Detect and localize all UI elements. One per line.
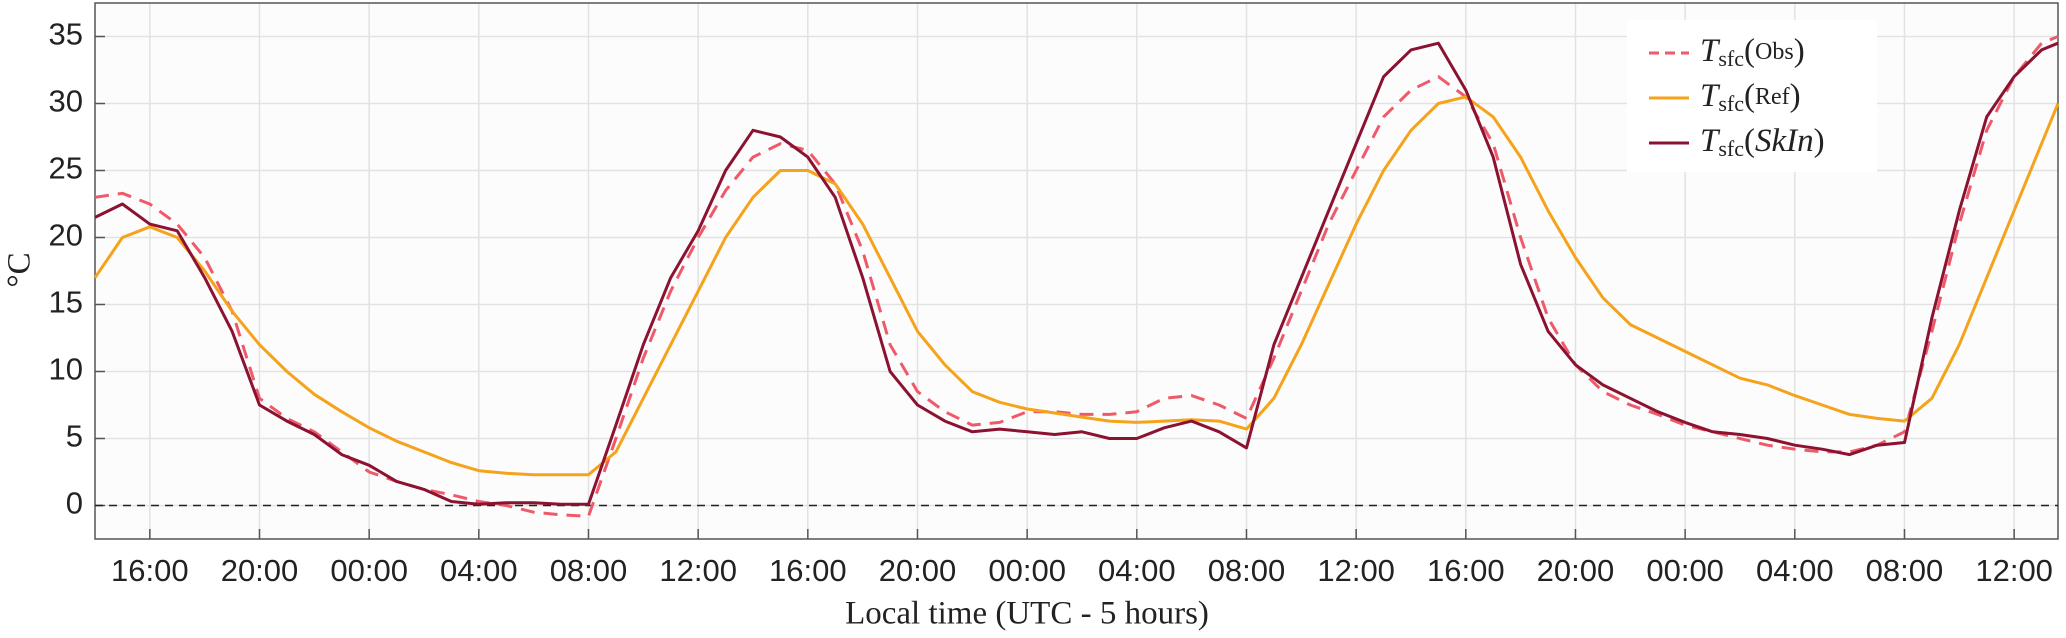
x-tick-label: 16:00 [111,553,189,588]
plot-frame [94,2,2059,540]
legend-symbol: T [1700,78,1721,114]
series-line [93,95,2060,477]
y-tick-label: 35 [49,17,83,52]
legend-subscript: sfc [1718,46,1744,71]
x-tick-label: 08:00 [550,553,628,588]
legend-name: SkIn [1755,123,1814,159]
series-line [94,41,2059,506]
legend-bracket: ) [1794,33,1805,69]
x-tick-label: 20:00 [221,553,299,588]
legend-label: Tsfc(Ref) [1700,78,1801,116]
x-tick-label: 20:00 [879,553,957,588]
legend-name: Obs [1755,39,1794,65]
x-tick-label: 12:00 [1317,553,1395,588]
x-tick-label: 12:00 [659,553,737,588]
legend-bracket: ( [1744,78,1755,114]
legend-box [1627,20,1877,172]
legend-bracket: ) [1814,123,1825,159]
legend-subscript: sfc [1718,91,1744,116]
x-tick-label: 00:00 [1646,553,1724,588]
y-tick-label: 5 [66,419,83,454]
x-tick-label: 04:00 [440,553,518,588]
y-tick-label: 20 [49,218,83,253]
x-tick-label: 08:00 [1866,553,1944,588]
y-tick-label: 0 [66,486,83,521]
legend-symbol: T [1700,123,1721,159]
legend-bracket: ( [1744,33,1755,69]
series-line [94,35,2059,518]
legend-label: Tsfc(SkIn) [1700,123,1825,161]
y-tick-label: 30 [49,84,83,119]
legend-name: Ref [1755,84,1790,110]
x-tick-label: 04:00 [1098,553,1176,588]
x-tick-label: 20:00 [1537,553,1615,588]
y-axis-label: °C [2,252,38,287]
y-tick-label: 25 [49,151,83,186]
x-tick-label: 08:00 [1208,553,1286,588]
legend-subscript: sfc [1718,136,1744,161]
x-tick-label: 12:00 [1975,553,2053,588]
legend-label: Tsfc(Obs) [1700,33,1805,71]
y-tick-label: 10 [49,352,83,387]
legend-symbol: T [1700,33,1721,69]
x-tick-label: 16:00 [1427,553,1505,588]
x-axis-label: Local time (UTC - 5 hours) [845,596,1209,632]
y-tick-label: 15 [49,285,83,320]
x-tick-label: 00:00 [988,553,1066,588]
x-tick-label: 00:00 [330,553,408,588]
x-tick-label: 16:00 [769,553,847,588]
x-tick-label: 04:00 [1756,553,1834,588]
legend-bracket: ) [1790,78,1801,114]
legend-bracket: ( [1744,123,1755,159]
